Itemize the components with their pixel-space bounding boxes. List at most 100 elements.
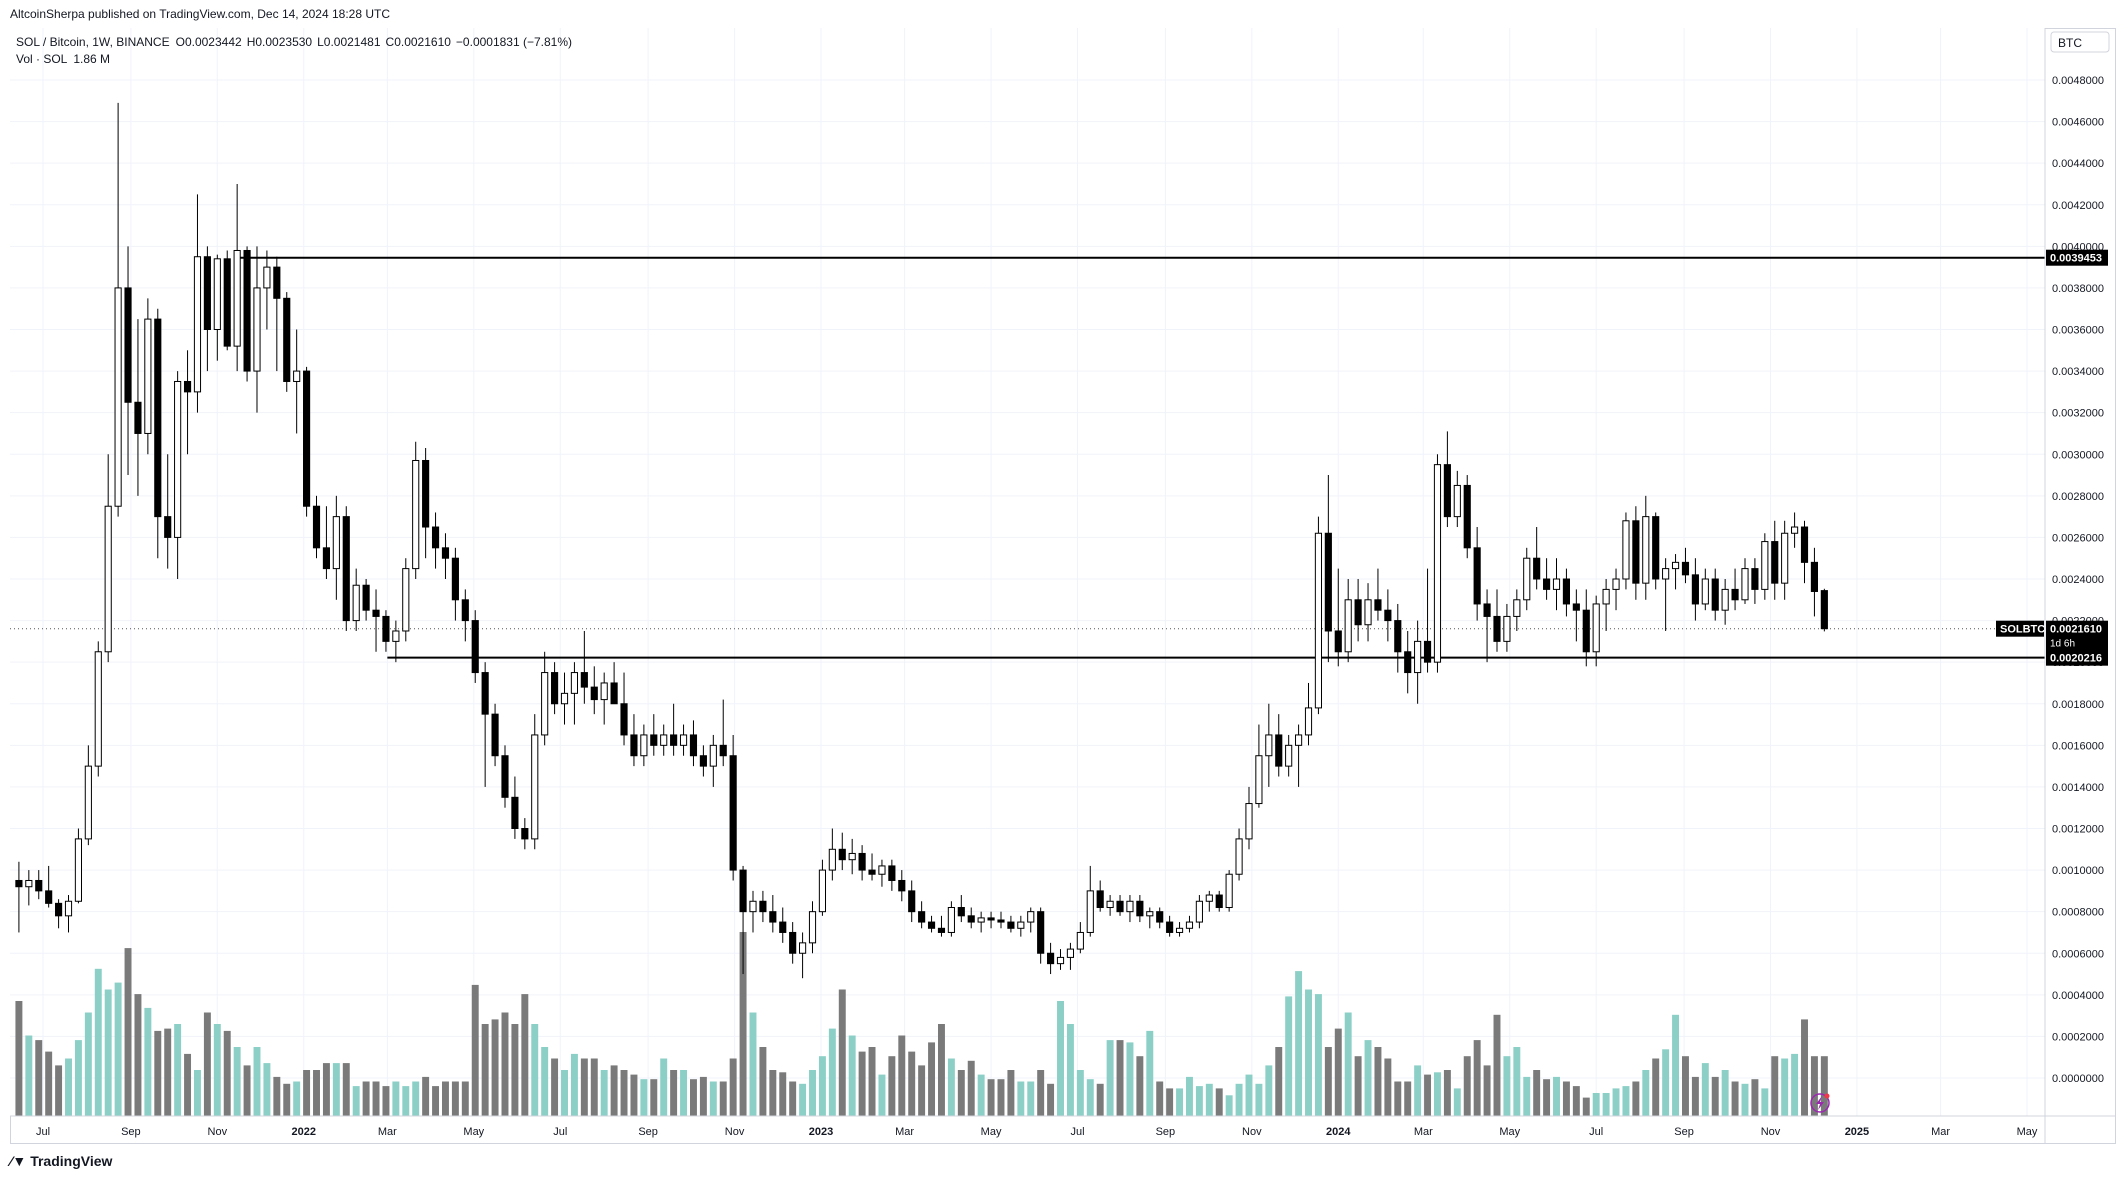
volume-bar	[1810, 1056, 1818, 1116]
candle-body	[471, 620, 479, 674]
volume-bar	[511, 1024, 519, 1116]
resistance-badge-text: 0.0039453	[2050, 253, 2102, 265]
volume-bar	[233, 1047, 241, 1116]
candle-body	[521, 828, 529, 840]
volume-bar	[1483, 1065, 1491, 1116]
volume-bar	[1592, 1093, 1600, 1116]
candle-body	[1781, 532, 1789, 584]
candle-body	[818, 869, 827, 913]
volume-bar	[1791, 1053, 1799, 1116]
legend-main[interactable]: SOL / Bitcoin, 1W, BINANCE O0.0023442 H0.0…	[16, 35, 572, 49]
candle-body	[372, 609, 380, 617]
volume-bar	[580, 1058, 588, 1116]
volume-bar	[15, 1001, 23, 1116]
volume-bar	[898, 1035, 906, 1116]
candle-body	[640, 734, 648, 757]
support-badge	[2046, 649, 2108, 666]
candle-body	[1404, 651, 1412, 674]
candle-body	[1671, 561, 1680, 570]
volume-bar	[1721, 1070, 1729, 1116]
candle-body	[1116, 900, 1124, 913]
candle-body	[104, 505, 112, 653]
volume-bar	[263, 1063, 271, 1116]
time-tick-label: Nov	[1242, 1126, 1262, 1138]
candle-body	[997, 919, 1005, 923]
candle-body	[481, 672, 489, 715]
candle-body	[1076, 931, 1084, 950]
price-scale[interactable]: 0.0000000 0.0002000 0.0004000 0.0006000 0.00…	[2052, 75, 2104, 1085]
price-tick-label: 0.0016000	[2052, 740, 2104, 752]
candle-body	[1731, 588, 1739, 601]
volume-bar	[65, 1058, 72, 1116]
time-tick-label: Sep	[1156, 1126, 1176, 1138]
candle-body	[203, 256, 211, 330]
candle-body	[1800, 526, 1809, 563]
volume-bar	[1116, 1040, 1124, 1116]
volume-bar	[481, 1024, 489, 1116]
time-axis[interactable]: Jul Sep Nov 2022 Mar May Jul Sep Nov 2023 Mar May Ju…	[36, 1126, 2038, 1138]
candle-body	[25, 879, 33, 888]
volume-bar	[967, 1060, 975, 1116]
volume-bar	[55, 1065, 63, 1116]
candle-body	[1384, 609, 1392, 622]
volume-bar	[828, 1028, 836, 1116]
candle-body	[193, 256, 202, 393]
candle-body	[332, 516, 340, 570]
candle-body	[1175, 927, 1184, 933]
volume-bar	[1017, 1081, 1025, 1116]
candle-body	[679, 734, 688, 746]
candle-body	[1820, 590, 1828, 630]
candle-body	[689, 734, 698, 757]
legend-volume[interactable]: Vol · SOL 1.86 M	[16, 52, 110, 66]
footer-logo[interactable]: ⁄▼ TradingView	[10, 1153, 112, 1169]
candle-body	[1146, 911, 1154, 917]
candle-body	[15, 879, 23, 888]
volume-bar	[1582, 1097, 1590, 1116]
volume-bar	[928, 1042, 936, 1116]
candle-body	[1433, 464, 1442, 663]
volume-bar	[1225, 1095, 1233, 1116]
volume-bar	[908, 1051, 916, 1116]
volume-bar	[729, 1058, 737, 1116]
candle-body	[1513, 599, 1521, 617]
volume-bar	[759, 1047, 767, 1116]
volume-bar	[1245, 1074, 1253, 1116]
currency-button[interactable]	[2050, 31, 2110, 53]
volume-bar	[253, 1047, 261, 1116]
volume-bar	[1612, 1088, 1620, 1116]
volume-bar	[441, 1081, 449, 1116]
candle-body	[74, 838, 83, 902]
price-tick-label: 0.0032000	[2052, 408, 2104, 420]
volume-bar	[1632, 1081, 1640, 1116]
candle-body	[1314, 532, 1323, 709]
volume-bar	[521, 994, 529, 1116]
volume-bar	[303, 1070, 311, 1116]
candle-body	[382, 615, 390, 642]
candle-body	[769, 911, 777, 923]
volume-bar	[1156, 1081, 1164, 1116]
volume-bar	[1394, 1081, 1402, 1116]
volume-bar	[1662, 1049, 1670, 1116]
candle-body	[1007, 921, 1015, 929]
candle-body	[660, 734, 668, 746]
candle-body	[828, 848, 836, 871]
volume-bar	[699, 1076, 707, 1116]
candle-body	[977, 917, 985, 923]
volume-bar	[461, 1081, 469, 1116]
price-tick-label: 0.0002000	[2052, 1031, 2104, 1043]
candle-body	[898, 879, 906, 892]
volume-bar	[818, 1056, 826, 1116]
time-tick-label: 2023	[809, 1126, 833, 1138]
candle-body	[739, 869, 747, 913]
candle-body	[808, 911, 817, 944]
candle-body	[848, 852, 856, 861]
candle-body	[1394, 620, 1402, 653]
volume-bar	[94, 968, 102, 1116]
horizontal-levels[interactable]	[10, 256, 2045, 659]
candle-body	[1602, 588, 1610, 605]
lightning-icon[interactable]	[1810, 1093, 1830, 1113]
volume-bar	[1037, 1070, 1045, 1116]
grid-lines	[10, 28, 2045, 1116]
volume-bar	[104, 989, 112, 1116]
